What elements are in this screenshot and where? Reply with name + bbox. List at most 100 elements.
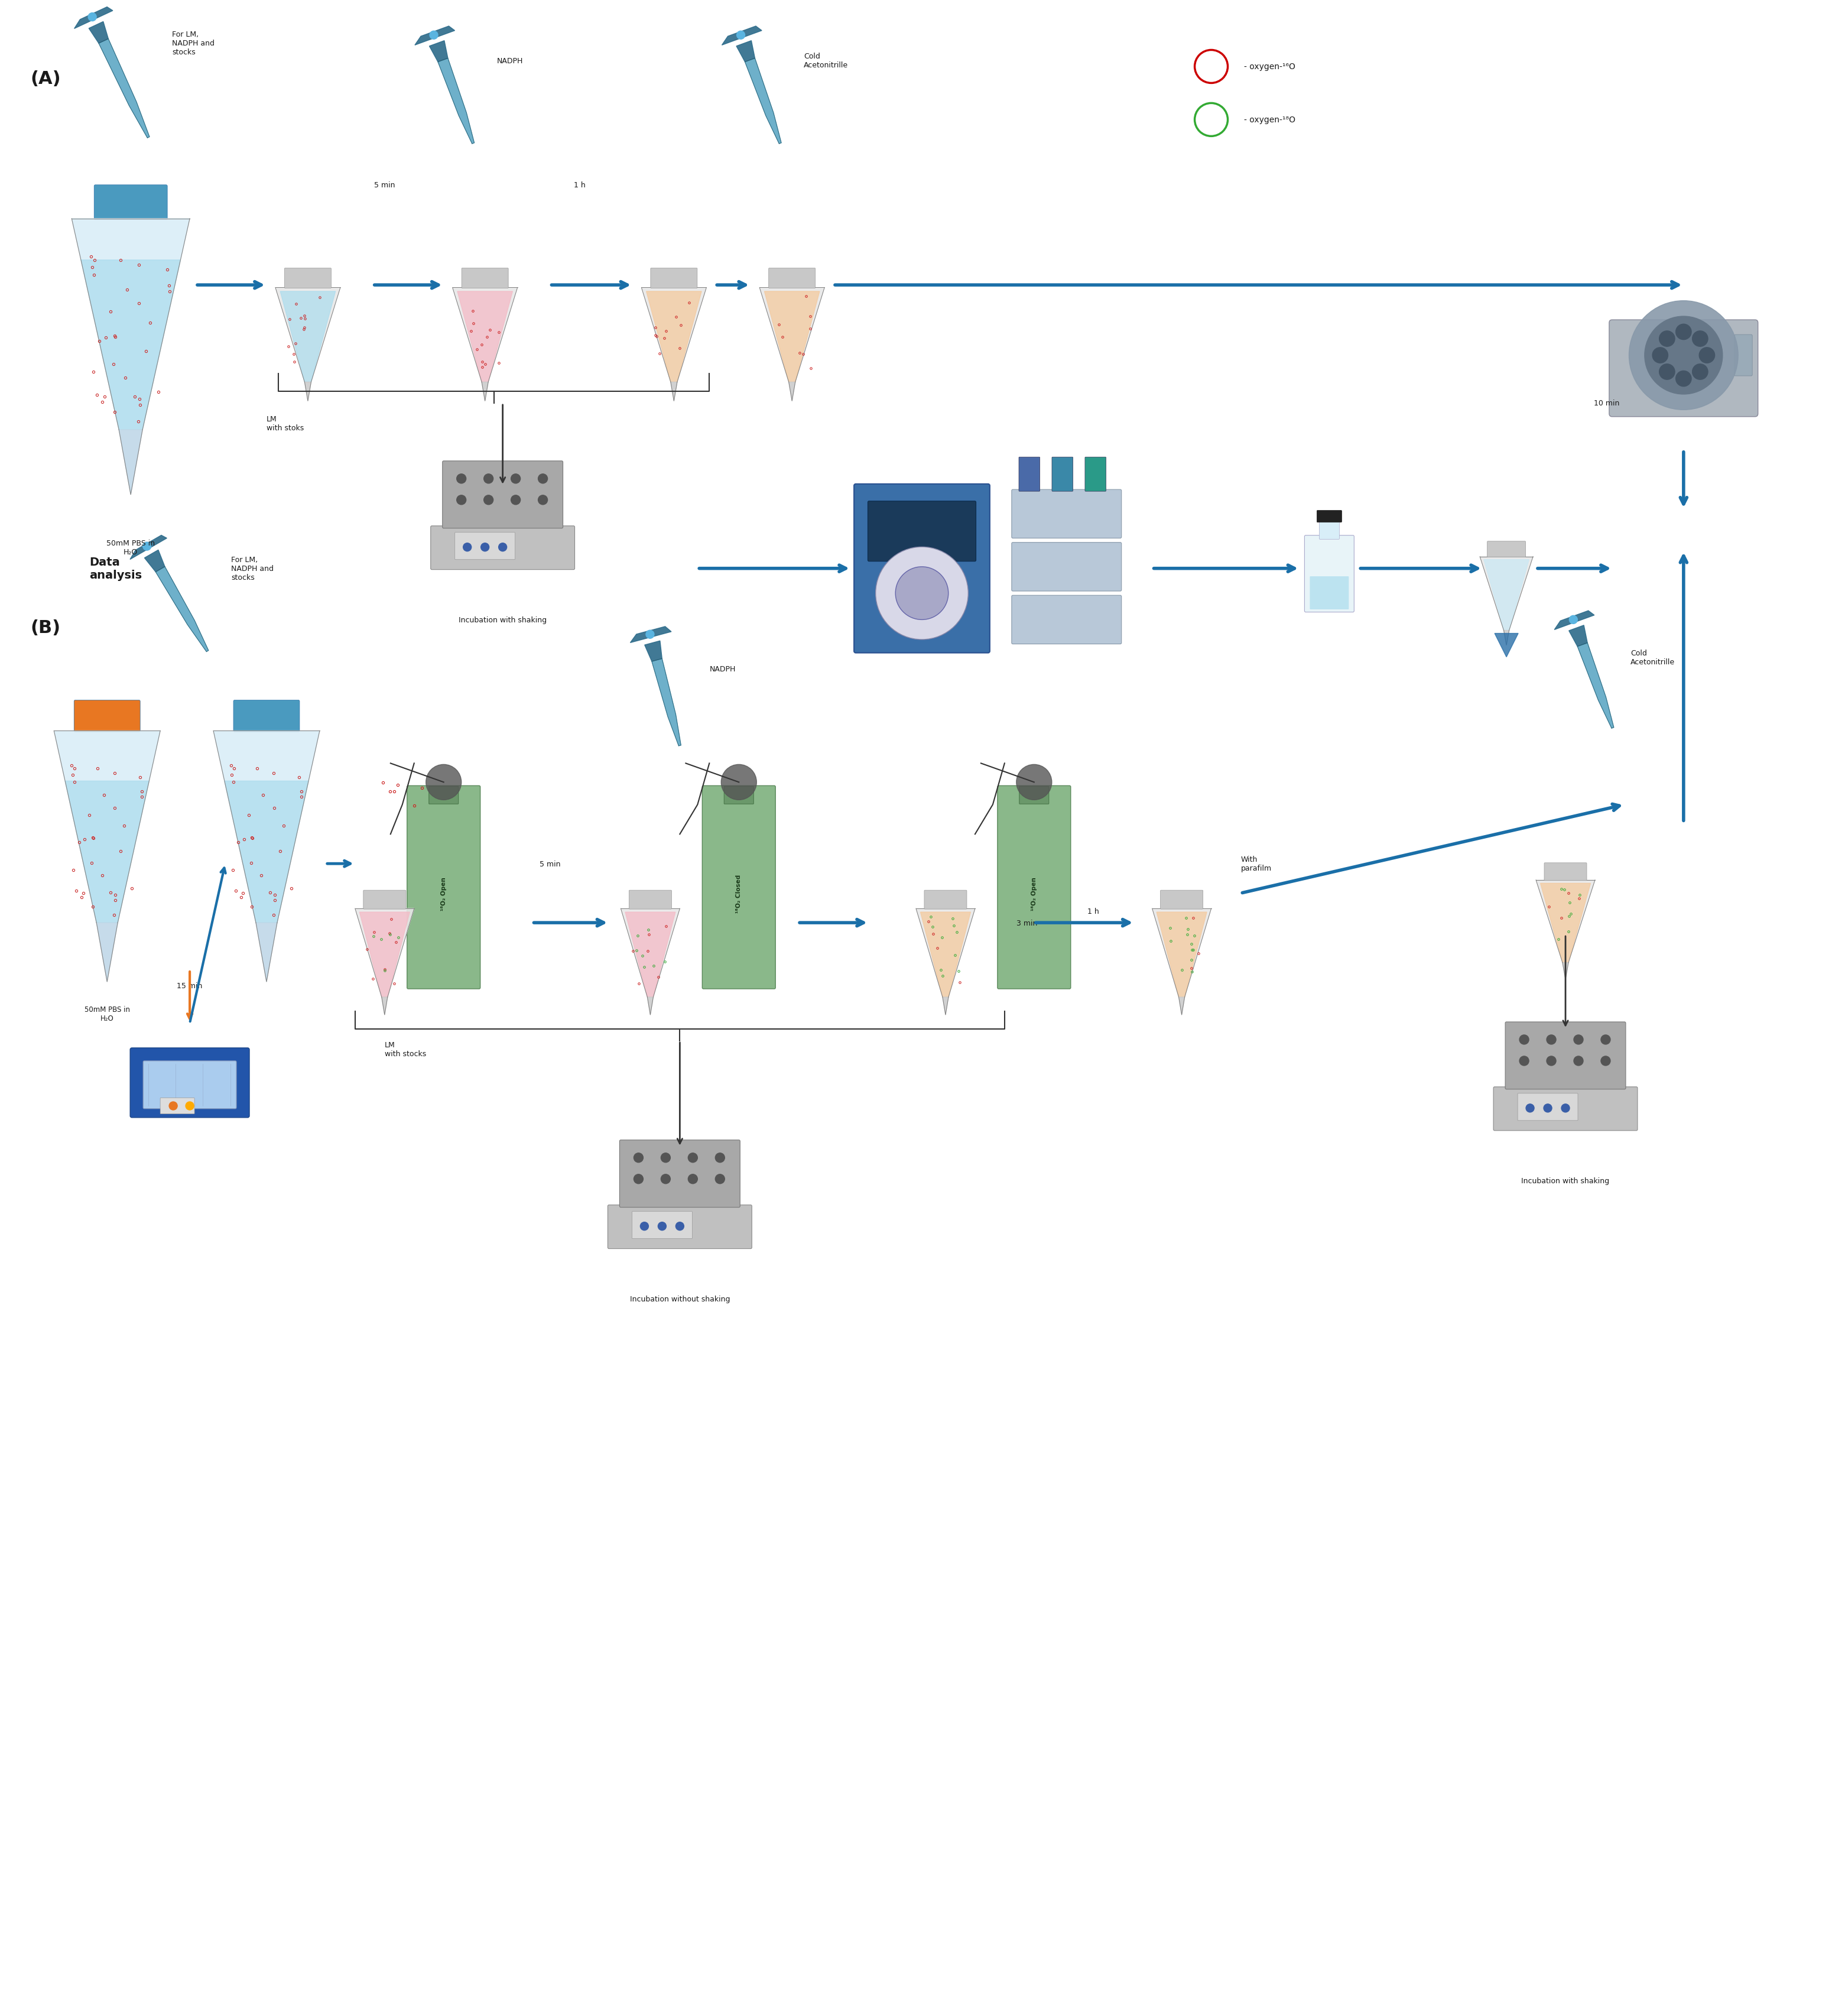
Polygon shape [458,292,513,383]
Circle shape [484,496,493,506]
Polygon shape [621,909,680,998]
Circle shape [1519,1056,1530,1066]
Text: For LM,
NADPH and
stocks: For LM, NADPH and stocks [231,556,273,581]
FancyBboxPatch shape [925,891,967,909]
Circle shape [143,542,150,550]
Text: Incubation with shaking: Incubation with shaking [458,617,546,623]
Circle shape [456,496,465,506]
FancyBboxPatch shape [143,1060,236,1109]
Polygon shape [647,292,702,383]
Text: 50mM PBS in
H₂O: 50mM PBS in H₂O [106,540,156,556]
Circle shape [1645,317,1722,395]
Circle shape [736,32,746,40]
FancyBboxPatch shape [431,526,575,571]
Polygon shape [97,923,117,982]
FancyBboxPatch shape [1310,577,1348,609]
FancyBboxPatch shape [454,532,515,560]
Circle shape [1544,1105,1552,1113]
Polygon shape [916,909,975,998]
Circle shape [431,32,438,40]
Text: ¹⁸O₂ Closed: ¹⁸O₂ Closed [736,875,742,913]
FancyBboxPatch shape [1506,1022,1625,1089]
FancyBboxPatch shape [1304,536,1354,613]
Circle shape [1698,349,1715,363]
Circle shape [480,544,489,552]
Polygon shape [1535,881,1596,964]
Text: Incubation without shaking: Incubation without shaking [630,1294,729,1302]
Circle shape [425,764,462,800]
FancyBboxPatch shape [1488,542,1526,558]
Circle shape [1676,325,1691,341]
Polygon shape [1484,560,1530,631]
Text: ¹⁸O₂ Open: ¹⁸O₂ Open [442,877,447,911]
FancyBboxPatch shape [1517,1093,1577,1121]
Circle shape [676,1222,683,1230]
Polygon shape [630,627,671,643]
FancyBboxPatch shape [363,891,407,909]
Polygon shape [99,38,150,139]
Text: Incubation with shaking: Incubation with shaking [1521,1177,1610,1185]
Polygon shape [156,566,209,651]
FancyBboxPatch shape [1011,490,1121,538]
FancyBboxPatch shape [997,786,1070,990]
FancyBboxPatch shape [429,786,458,804]
Polygon shape [647,998,654,1016]
Text: NADPH: NADPH [709,665,736,673]
Polygon shape [145,550,165,573]
Polygon shape [53,732,159,923]
Circle shape [1629,300,1739,409]
Text: Data
analysis: Data analysis [90,556,143,581]
Text: - oxygen-¹⁸O: - oxygen-¹⁸O [1244,117,1295,125]
Circle shape [1660,331,1674,347]
Text: 1 h: 1 h [1088,907,1099,915]
FancyBboxPatch shape [619,1141,740,1208]
Polygon shape [1577,643,1614,728]
FancyBboxPatch shape [769,268,815,288]
Circle shape [88,14,97,22]
FancyBboxPatch shape [443,462,562,528]
Polygon shape [119,429,143,496]
Text: 3 min: 3 min [1017,919,1037,927]
FancyBboxPatch shape [284,268,332,288]
Circle shape [1652,349,1667,363]
FancyBboxPatch shape [628,891,672,909]
FancyBboxPatch shape [1011,595,1121,645]
Polygon shape [722,26,762,46]
Text: 10 min: 10 min [1594,399,1619,407]
Polygon shape [359,913,410,998]
Circle shape [714,1153,725,1163]
Polygon shape [645,641,661,661]
Polygon shape [482,383,487,401]
Polygon shape [66,782,148,923]
Text: Cold
Acetonitrille: Cold Acetonitrille [1630,649,1674,665]
Circle shape [1561,1105,1570,1113]
Polygon shape [453,288,517,383]
Polygon shape [790,383,795,401]
Circle shape [1693,331,1707,347]
Circle shape [1574,1056,1583,1066]
Text: With
parafilm: With parafilm [1240,855,1271,873]
Polygon shape [746,58,780,145]
Text: - oxygen-¹⁶O: - oxygen-¹⁶O [1244,62,1295,71]
Text: NADPH: NADPH [496,56,522,65]
Polygon shape [920,913,971,998]
FancyBboxPatch shape [233,700,300,732]
Circle shape [689,1153,698,1163]
Circle shape [639,1222,649,1230]
FancyBboxPatch shape [702,786,775,990]
Polygon shape [304,383,311,401]
Polygon shape [429,40,447,62]
Polygon shape [1554,611,1594,631]
Circle shape [1570,615,1577,625]
Polygon shape [355,909,414,998]
FancyBboxPatch shape [130,1048,249,1117]
Text: 5 min: 5 min [374,181,396,190]
FancyBboxPatch shape [93,185,167,220]
FancyBboxPatch shape [632,1212,692,1238]
Circle shape [1546,1056,1555,1066]
Polygon shape [381,998,388,1016]
Polygon shape [625,913,676,998]
Circle shape [1601,1034,1610,1044]
Polygon shape [1563,964,1568,980]
Circle shape [689,1175,698,1183]
